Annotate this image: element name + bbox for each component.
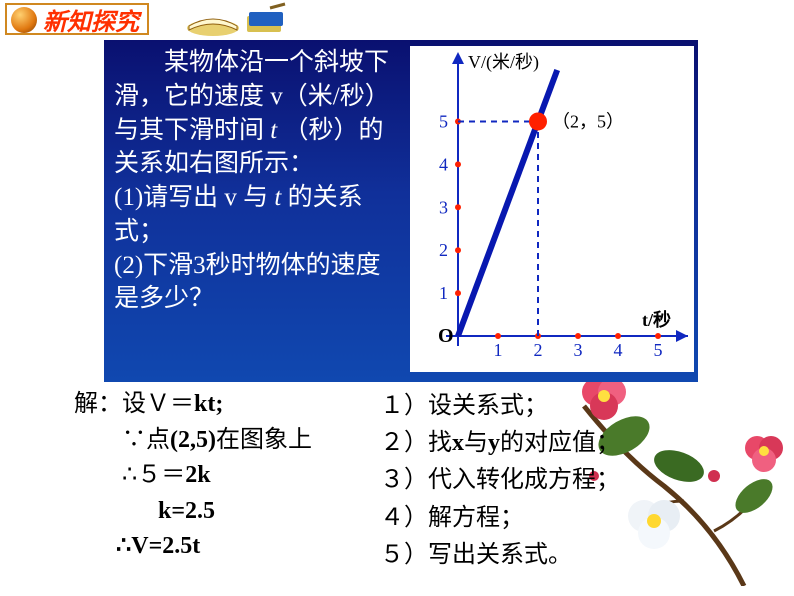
velocity-chart: 1 2 3 4 5 1 2 3 4 5 V/(米/秒) t/秒 O （2，5）: [410, 46, 694, 372]
books-icon: [185, 2, 295, 43]
solution-line2: ∵点(2,5)在图象上: [74, 424, 312, 458]
svg-text:（2，5）: （2，5）: [552, 111, 624, 131]
steps-block: １）设关系式； ２）找x与y的对应值； ３）代入转化成方程； ４）解方程； ５）…: [380, 388, 620, 574]
badge-ball-icon: [11, 7, 37, 33]
problem-text: 某物体沿一个斜坡下滑，它的速度 v（米/秒）与其下滑时间 t （秒）的关系如右图…: [104, 40, 404, 382]
svg-text:t/秒: t/秒: [642, 309, 671, 330]
svg-text:3: 3: [439, 197, 448, 217]
problem-description: 某物体沿一个斜坡下滑，它的速度 v（米/秒）与其下滑时间 t （秒）的关系如右图…: [114, 46, 400, 181]
step-3: ３）代入转化成方程；: [380, 462, 620, 499]
solution-line5: ∴V=2.5t: [74, 530, 312, 564]
solution-block: 解：设Ｖ＝kt; ∵点(2,5)在图象上 ∴５＝2k k=2.5 ∴V=2.5t: [74, 388, 312, 566]
slide-header: 新知探究: [0, 0, 794, 40]
step-2: ２）找x与y的对应值；: [380, 425, 620, 462]
section-badge: 新知探究: [5, 3, 149, 35]
svg-text:2: 2: [534, 340, 543, 360]
svg-text:2: 2: [439, 240, 448, 260]
svg-text:5: 5: [439, 111, 448, 131]
problem-q2: (2)下滑3秒时物体的速度是多少？: [114, 249, 400, 317]
solution-line1: 解：设Ｖ＝kt;: [74, 388, 312, 422]
badge-text: 新知探究: [43, 2, 139, 37]
step-5: ５）写出关系式。: [380, 537, 620, 574]
svg-text:3: 3: [574, 340, 583, 360]
step-1: １）设关系式；: [380, 388, 620, 425]
svg-text:V/(米/秒): V/(米/秒): [468, 52, 539, 73]
solution-line4: k=2.5: [74, 495, 312, 529]
svg-text:O: O: [438, 325, 454, 347]
svg-text:4: 4: [614, 340, 623, 360]
svg-text:5: 5: [654, 340, 663, 360]
svg-text:1: 1: [439, 283, 448, 303]
problem-panel: 某物体沿一个斜坡下滑，它的速度 v（米/秒）与其下滑时间 t （秒）的关系如右图…: [104, 40, 698, 382]
solution-line3: ∴５＝2k: [74, 459, 312, 493]
problem-q1: (1)请写出 v 与 t 的关系式；: [114, 181, 400, 249]
step-4: ４）解方程；: [380, 500, 620, 537]
svg-text:1: 1: [494, 340, 503, 360]
svg-text:4: 4: [439, 154, 448, 174]
